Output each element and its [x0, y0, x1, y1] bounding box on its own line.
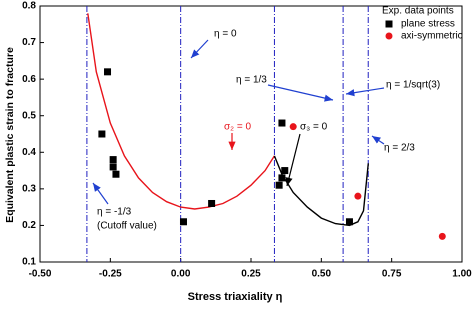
data-point — [208, 199, 216, 207]
data-point — [438, 232, 446, 240]
y-tick-label: 0.7 — [22, 37, 36, 48]
annotation-arrow — [190, 39, 209, 59]
legend-label: plane stress — [401, 19, 455, 30]
y-tick-label: 0.8 — [22, 1, 36, 12]
data-point — [109, 156, 117, 164]
legend-label: axi-symmetric — [401, 31, 463, 42]
annotation-arrow — [92, 182, 109, 205]
x-tick-label: -0.50 — [29, 269, 52, 280]
annotation-arrow — [345, 87, 385, 97]
y-tick-label: 0.3 — [22, 183, 36, 194]
annotation: η = 2/3 — [384, 143, 415, 154]
data-point — [345, 218, 353, 226]
x-tick-label: 0.25 — [241, 269, 261, 280]
x-tick-label: 0.00 — [171, 269, 191, 280]
annotation-arrow — [285, 133, 301, 187]
data-point — [289, 123, 297, 131]
y-tick-label: 0.1 — [22, 257, 36, 268]
data-point — [179, 218, 187, 226]
data-point — [109, 163, 117, 171]
x-tick-label: -0.25 — [99, 269, 122, 280]
legend-title: Exp. data points — [382, 6, 454, 17]
annotation: η = -1/3 — [97, 207, 132, 218]
fracture-curve — [273, 155, 369, 227]
y-tick-label: 0.6 — [22, 74, 36, 85]
data-point — [354, 192, 362, 200]
y-tick-label: 0.2 — [22, 220, 36, 231]
annotation-arrow — [371, 135, 385, 145]
annotation: σ₃ = 0 — [300, 122, 328, 133]
y-tick-label: 0.4 — [22, 147, 36, 158]
data-point — [104, 68, 112, 76]
data-point — [385, 20, 393, 28]
annotation: σ₂ = 0 — [224, 122, 251, 133]
data-point — [278, 119, 286, 127]
annotation: η = 1/3 — [236, 75, 267, 86]
annotation: (Cutoff value) — [97, 221, 157, 232]
annotation: η = 1/sqrt(3) — [386, 80, 440, 91]
x-axis-label: Stress triaxiality η — [188, 291, 283, 303]
data-point — [281, 167, 289, 175]
data-point — [275, 181, 283, 189]
x-tick-label: 0.75 — [382, 269, 402, 280]
data-point — [98, 130, 106, 138]
data-point — [278, 174, 286, 182]
data-point — [385, 32, 393, 40]
x-tick-label: 1.00 — [452, 269, 472, 280]
x-tick-label: 0.50 — [312, 269, 332, 280]
fracture-curve — [87, 13, 275, 210]
y-axis-label: Equivalent plastic strain to fracture — [4, 47, 16, 223]
data-point — [112, 170, 120, 178]
y-tick-label: 0.5 — [22, 110, 36, 121]
annotation: η = 0 — [214, 29, 237, 40]
annotation-arrow — [267, 84, 334, 102]
